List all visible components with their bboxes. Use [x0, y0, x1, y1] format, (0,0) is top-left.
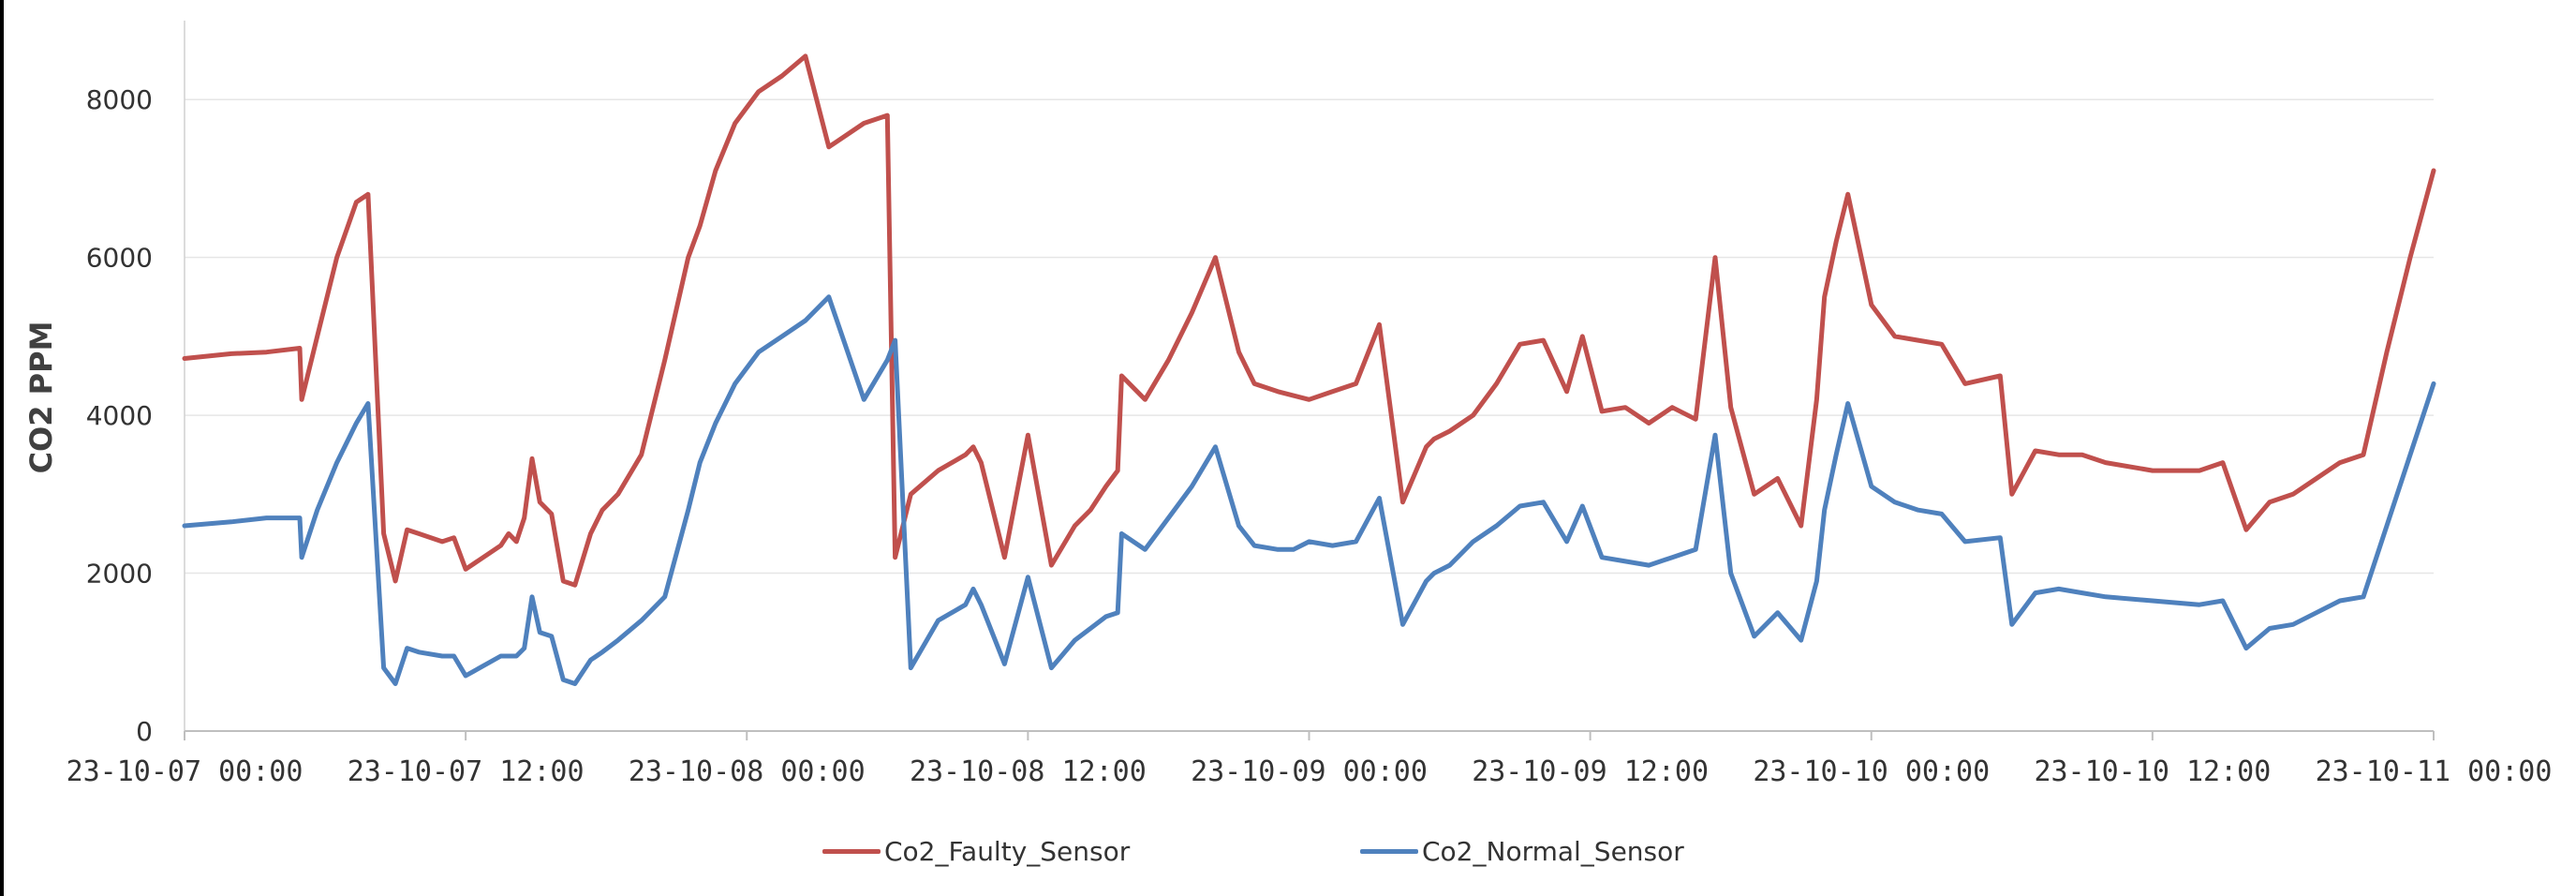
x-tick-label: 23-10-07 12:00	[348, 755, 585, 788]
legend-swatch-faulty	[822, 849, 881, 854]
grid-lines	[185, 98, 2434, 575]
x-tick-label: 23-10-09 00:00	[1191, 755, 1428, 788]
legend-item-faulty: Co2_Faulty_Sensor	[822, 836, 1130, 867]
legend-label-normal: Co2_Normal_Sensor	[1422, 836, 1684, 867]
y-axis-label: CO2 PPM	[23, 321, 59, 474]
y-tick-label: 2000	[86, 559, 153, 590]
x-tick-label: 23-10-10 12:00	[2034, 755, 2271, 788]
y-tick-label: 8000	[86, 84, 153, 115]
x-tick-label: 23-10-08 12:00	[910, 755, 1147, 788]
y-tick-label: 0	[136, 716, 153, 747]
x-tick-label: 23-10-09 12:00	[1472, 755, 1709, 788]
legend: Co2_Faulty_Sensor Co2_Normal_Sensor	[0, 836, 2576, 874]
legend-item-normal: Co2_Normal_Sensor	[1360, 836, 1684, 867]
series-line-co2-normal-sensor	[182, 294, 2436, 686]
y-axis: 0 2000 4000 6000 8000	[86, 21, 185, 747]
y-tick-label: 6000	[86, 243, 153, 274]
left-border	[0, 0, 4, 896]
x-axis: 23-10-07 00:00 23-10-07 12:00 23-10-08 00:…	[67, 730, 2553, 788]
x-tick-label: 23-10-08 00:00	[629, 755, 866, 788]
series-line-co2-faulty-sensor	[182, 53, 2436, 588]
x-tick-label: 23-10-11 00:00	[2316, 755, 2553, 788]
y-tick-label: 4000	[86, 400, 153, 431]
x-tick-label: 23-10-07 00:00	[67, 755, 303, 788]
series-lines	[182, 53, 2436, 686]
x-tick-label: 23-10-10 00:00	[1753, 755, 1990, 788]
legend-swatch-normal	[1360, 849, 1418, 854]
legend-label-faulty: Co2_Faulty_Sensor	[884, 836, 1131, 867]
